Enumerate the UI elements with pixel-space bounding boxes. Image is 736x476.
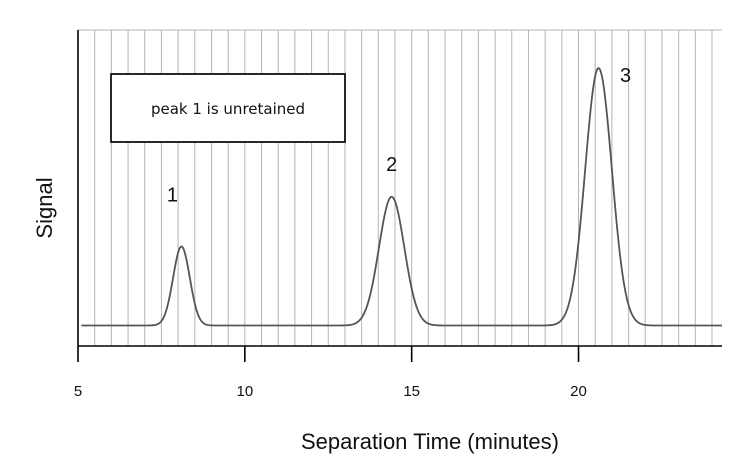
x-tick-label: 5 <box>74 383 82 400</box>
peak-label-3: 3 <box>620 65 631 87</box>
peak-labels: 1 2 3 <box>167 65 631 206</box>
annotation-frame <box>110 73 346 143</box>
x-axis-ticks: 5 10 15 20 <box>74 346 587 400</box>
x-tick-label: 15 <box>403 383 420 400</box>
annotation-text: peak 1 is unretained <box>151 100 305 118</box>
x-tick-label: 10 <box>236 383 253 400</box>
x-axis-title: Separation Time (minutes) <box>301 429 559 454</box>
y-axis-title: Signal <box>32 177 57 238</box>
peak-label-1: 1 <box>167 185 178 207</box>
peak-label-2: 2 <box>386 154 397 176</box>
axes <box>77 30 722 347</box>
annotation-box: peak 1 is unretained <box>110 73 346 143</box>
x-tick-label: 20 <box>570 383 587 400</box>
signal-trace <box>81 67 722 327</box>
